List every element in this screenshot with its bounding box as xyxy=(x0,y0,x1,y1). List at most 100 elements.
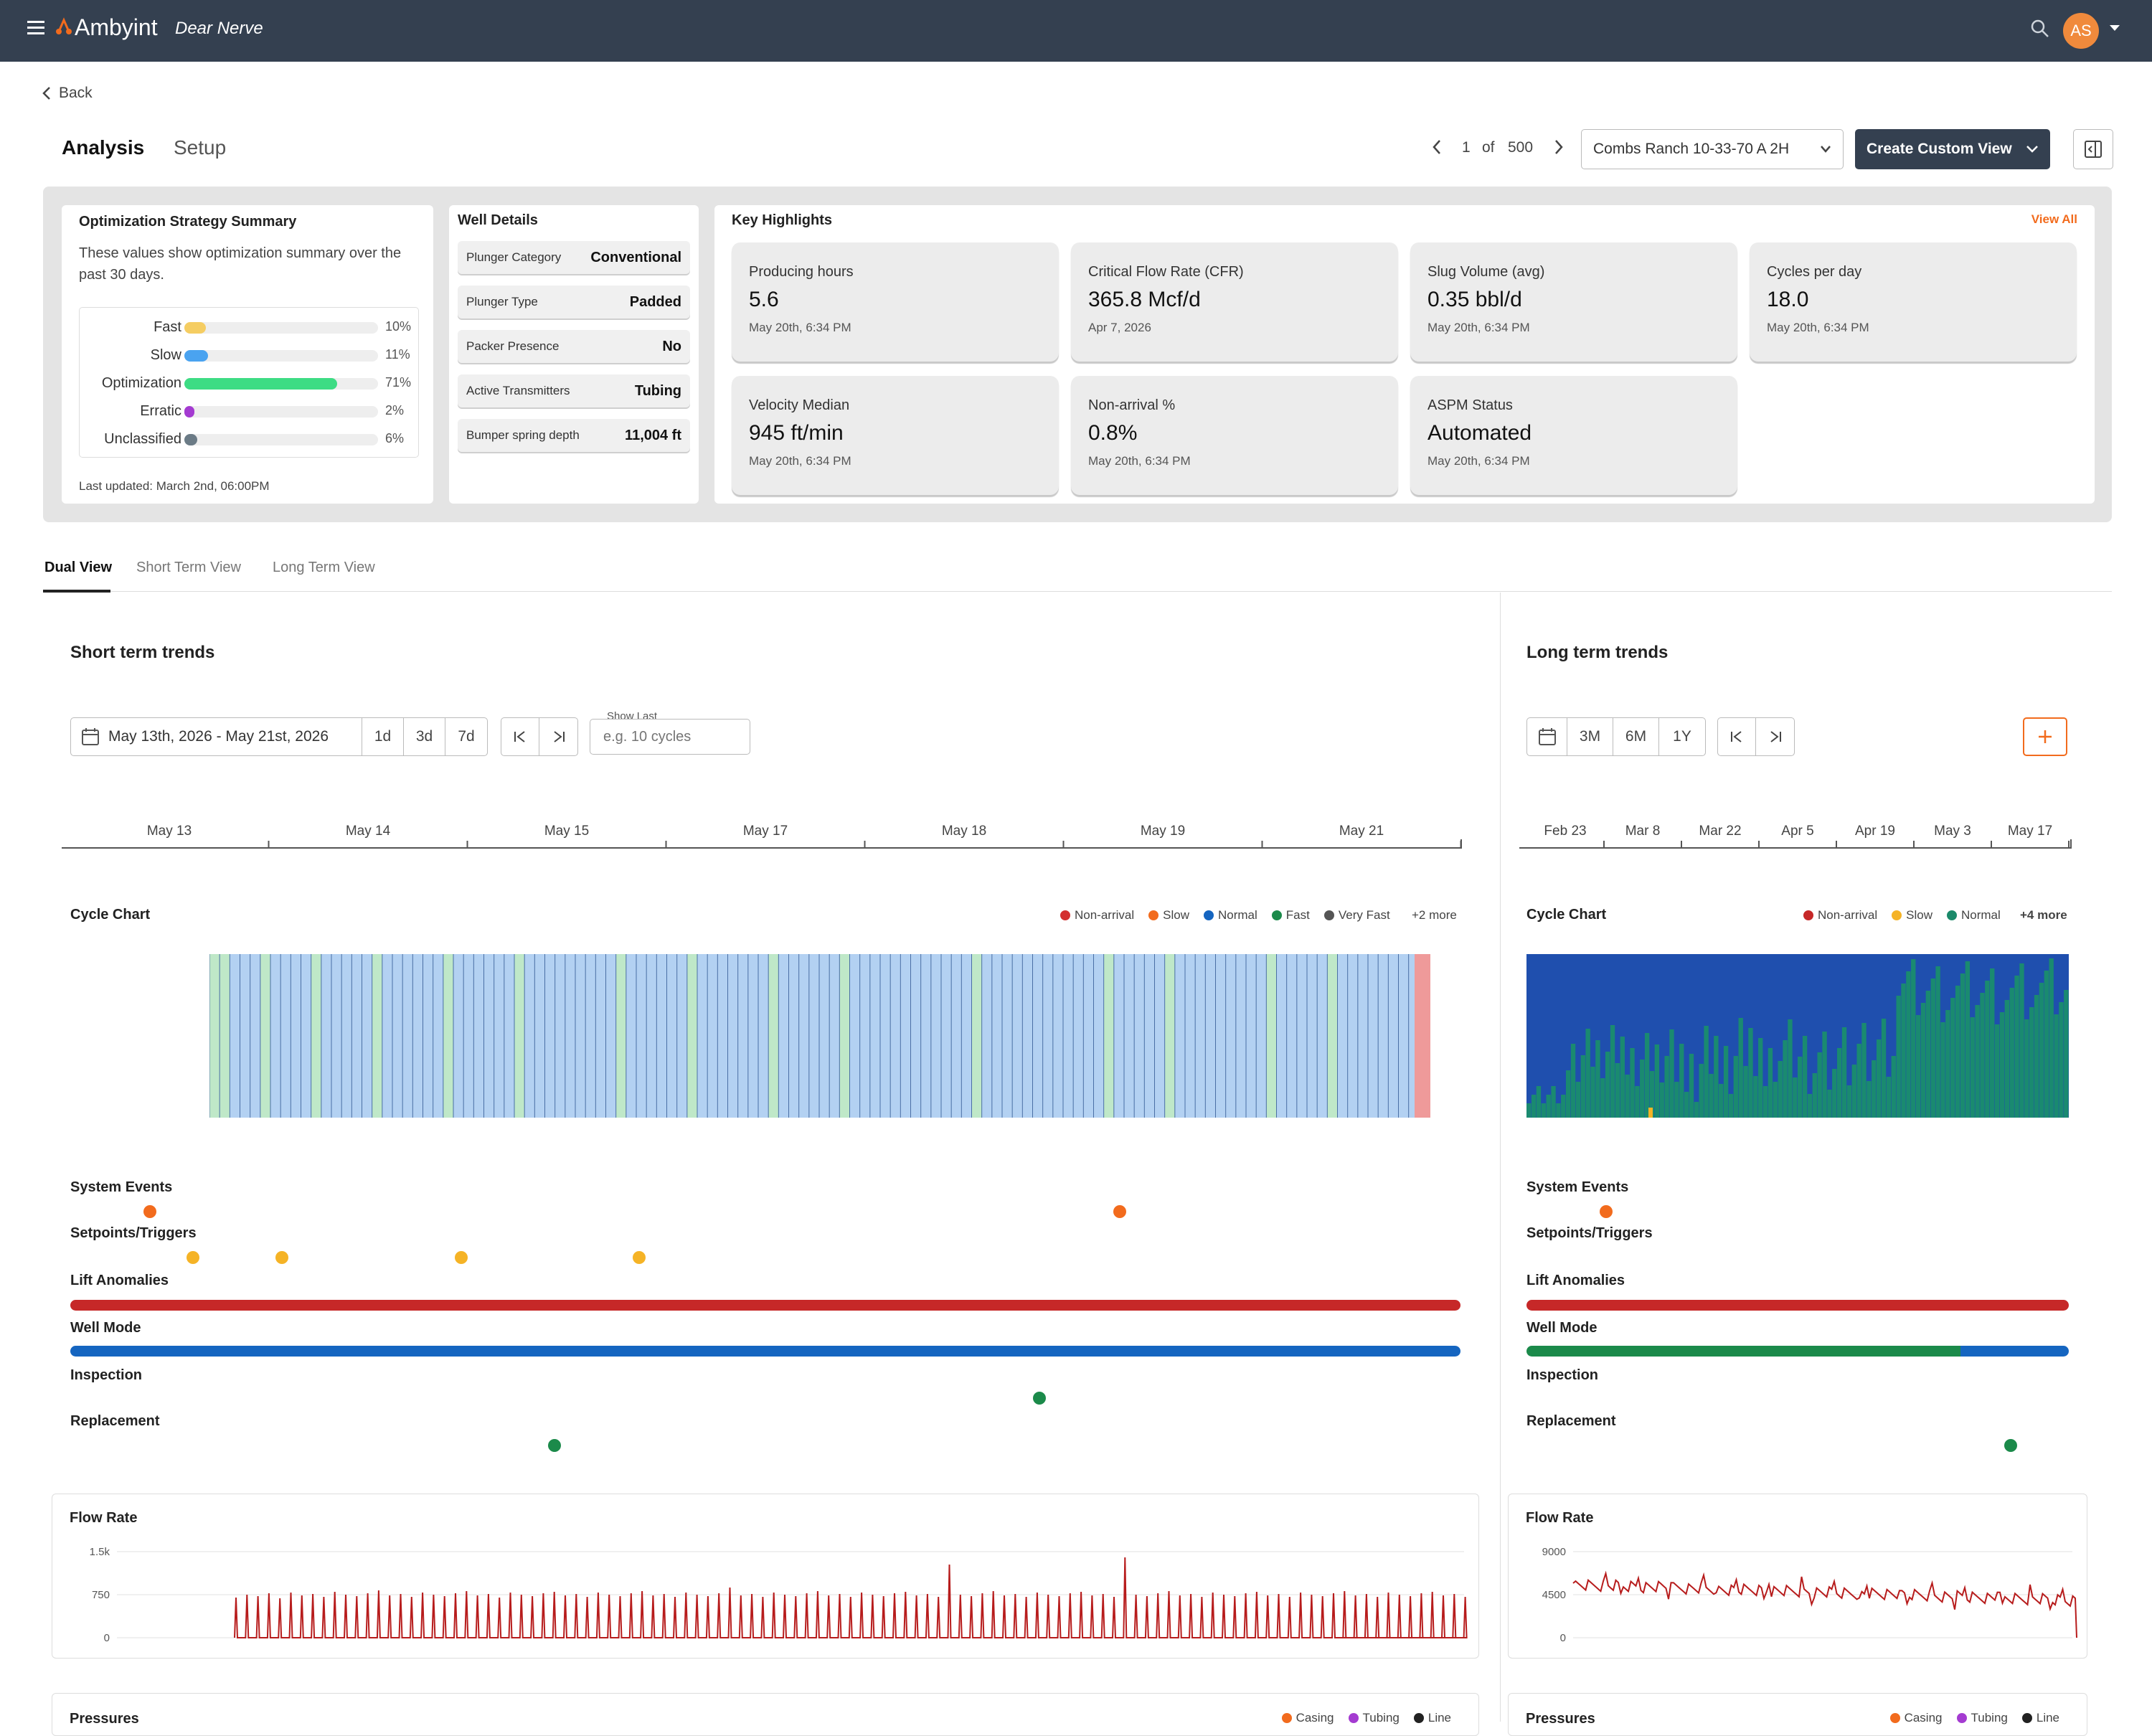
y-tick-label: 750 xyxy=(92,1589,110,1601)
cycle-normal-bar xyxy=(1556,1103,1561,1118)
short-flow-rate-title: Flow Rate xyxy=(70,1510,138,1526)
short-nav-controls xyxy=(501,717,578,756)
cycle-normal-bar xyxy=(1896,996,1901,1118)
highlight-card[interactable]: ASPM Status Automated May 20th, 6:34 PM xyxy=(1410,376,1737,495)
cycle-bar xyxy=(575,954,586,1118)
date-range-picker[interactable]: May 13th, 2026 - May 21st, 2026 xyxy=(71,718,362,755)
period-1y-button[interactable]: 1Y xyxy=(1673,728,1691,745)
long-replacement-label: Replacement xyxy=(1526,1413,1616,1429)
cycle-bar xyxy=(1174,954,1185,1118)
well-detail-value: Tubing xyxy=(634,382,681,399)
short-legend-more[interactable]: +2 more xyxy=(1412,908,1457,922)
cycle-bar xyxy=(423,954,433,1118)
cycle-normal-bar xyxy=(1551,1086,1556,1118)
highlight-date: May 20th, 6:34 PM xyxy=(1088,454,1191,468)
avatar[interactable]: AS xyxy=(2063,13,2099,49)
cycle-bar xyxy=(839,954,850,1118)
back-link[interactable]: Back xyxy=(42,85,93,102)
cycle-normal-bar xyxy=(1807,1094,1813,1118)
lift-anomaly-bar[interactable] xyxy=(70,1300,1460,1311)
inspection-marker[interactable] xyxy=(1033,1392,1046,1405)
long-legend-more[interactable]: +4 more xyxy=(2020,908,2067,922)
highlight-card[interactable]: Critical Flow Rate (CFR) 365.8 Mcf/d Apr 7… xyxy=(1071,242,1398,362)
setpoint-marker[interactable] xyxy=(275,1251,288,1264)
well-select[interactable]: Combs Ranch 10-33-70 A 2H xyxy=(1581,129,1844,169)
cycle-bar xyxy=(1398,954,1409,1118)
jump-start-icon[interactable] xyxy=(501,718,540,755)
cycle-bar xyxy=(697,954,708,1118)
period-1d-button[interactable]: 1d xyxy=(362,718,404,755)
y-tick-label: 1.5k xyxy=(90,1546,110,1558)
replacement-marker[interactable] xyxy=(548,1439,561,1452)
panel-toggle-icon[interactable] xyxy=(2073,129,2113,169)
axis-date-label: May 21 xyxy=(1339,824,1384,839)
highlight-card[interactable]: Cycles per day 18.0 May 20th, 6:34 PM xyxy=(1750,242,2077,362)
setpoint-marker[interactable] xyxy=(455,1251,468,1264)
system-event-marker[interactable] xyxy=(1113,1205,1126,1218)
legend-label: Slow xyxy=(1163,908,1189,922)
strategy-track xyxy=(184,406,378,418)
cycle-normal-bar xyxy=(1595,1040,1600,1118)
cycle-normal-bar xyxy=(1640,1060,1645,1118)
lift-anomaly-bar[interactable] xyxy=(1526,1300,2069,1311)
well-detail-key: Active Transmitters xyxy=(466,384,570,397)
well-mode-bar[interactable] xyxy=(1526,1346,2069,1357)
tab-long-term-view[interactable]: Long Term View xyxy=(273,560,375,575)
cycle-normal-bar xyxy=(1798,1057,1803,1118)
highlight-card[interactable]: Velocity Median 945 ft/min May 20th, 6:34 … xyxy=(732,376,1059,495)
axis-date-label: May 3 xyxy=(1934,824,1971,839)
setpoint-marker[interactable] xyxy=(633,1251,646,1264)
strategy-label: Unclassified xyxy=(104,431,181,447)
strategy-fill xyxy=(184,378,337,390)
jump-end-icon[interactable] xyxy=(539,718,577,755)
tab-analysis[interactable]: Analysis xyxy=(62,136,145,159)
long-calendar-icon[interactable] xyxy=(1527,718,1567,755)
period-3d-button[interactable]: 3d xyxy=(404,718,445,755)
show-last-input[interactable] xyxy=(590,719,750,755)
cycle-bar xyxy=(595,954,606,1118)
add-icon[interactable] xyxy=(2023,717,2067,756)
tab-dual-view[interactable]: Dual View xyxy=(44,560,113,575)
replacement-marker[interactable] xyxy=(2004,1439,2017,1452)
system-event-marker[interactable] xyxy=(1600,1205,1613,1218)
highlight-card[interactable]: Non-arrival % 0.8% May 20th, 6:34 PM xyxy=(1071,376,1398,495)
cycle-normal-bar xyxy=(1714,1036,1719,1118)
menu-icon[interactable] xyxy=(27,17,44,38)
view-all-link[interactable]: View All xyxy=(2031,212,2077,226)
period-6m-button[interactable]: 6M xyxy=(1613,718,1659,755)
highlight-card[interactable]: Producing hours 5.6 May 20th, 6:34 PM xyxy=(732,242,1059,362)
cycle-normal-bar xyxy=(1684,1092,1689,1118)
create-custom-view-button[interactable]: Create Custom View xyxy=(1855,129,2050,169)
cycle-normal-bar xyxy=(1980,993,1985,1118)
period-3m-button[interactable]: 3M xyxy=(1567,718,1613,755)
cycle-normal-bar xyxy=(2044,971,2049,1118)
tab-setup[interactable]: Setup xyxy=(174,136,227,159)
well-detail-row: Bumper spring depth 11,004 ft xyxy=(458,419,690,452)
chevron-down-icon xyxy=(1821,146,1831,153)
cycle-bar xyxy=(220,954,230,1118)
cycle-bar xyxy=(1195,954,1206,1118)
highlight-card[interactable]: Slug Volume (avg) 0.35 bbl/d May 20th, 6:3… xyxy=(1410,242,1737,362)
cycle-bar xyxy=(554,954,565,1118)
prev-page-icon[interactable] xyxy=(1432,139,1442,159)
cycle-normal-bar xyxy=(1817,1052,1822,1118)
cycle-normal-bar xyxy=(1960,973,1965,1118)
setpoint-marker[interactable] xyxy=(187,1251,199,1264)
tab-short-term-view[interactable]: Short Term View xyxy=(136,560,241,575)
axis-date-label: Apr 19 xyxy=(1855,824,1895,839)
highlight-date: Apr 7, 2026 xyxy=(1088,321,1151,334)
cycle-bar xyxy=(1357,954,1368,1118)
jump-start-icon[interactable] xyxy=(1718,718,1757,755)
chevron-down-icon[interactable] xyxy=(2109,23,2120,36)
system-event-marker[interactable] xyxy=(143,1205,156,1218)
long-term-title: Long term trends xyxy=(1526,643,1669,662)
search-icon[interactable] xyxy=(2030,19,2050,42)
next-page-icon[interactable] xyxy=(1554,139,1564,159)
period-7d-button[interactable]: 7d xyxy=(458,728,475,745)
long-cycle-chart-title: Cycle Chart xyxy=(1526,907,1607,923)
cycle-bar xyxy=(382,954,392,1118)
well-mode-bar[interactable] xyxy=(70,1346,1460,1357)
strategy-pct: 10% xyxy=(385,319,412,334)
cycle-normal-bar xyxy=(1872,1060,1877,1118)
jump-end-icon[interactable] xyxy=(1756,718,1794,755)
